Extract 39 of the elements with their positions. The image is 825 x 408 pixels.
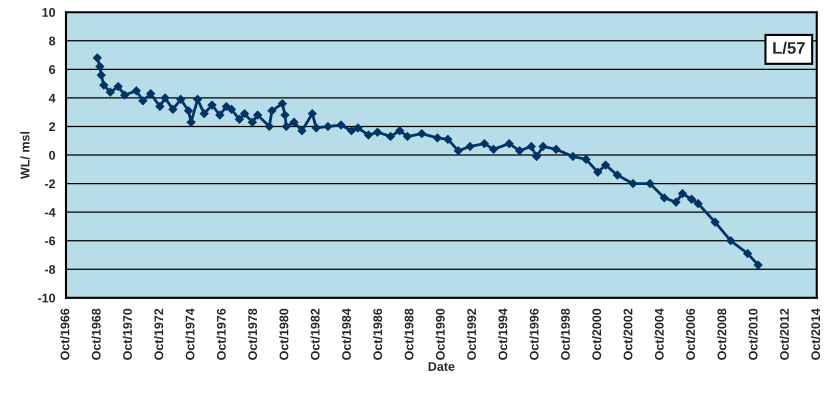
y-tick-label: 4 xyxy=(48,94,56,102)
y-tick-label: -10 xyxy=(38,294,56,302)
y-tick-label: -4 xyxy=(44,208,56,217)
y-tick-label: 8 xyxy=(49,36,56,46)
y-tick-label: 0 xyxy=(49,150,56,160)
x-tick-label: Oct/2004 xyxy=(654,308,664,360)
x-tick-label: Oct/1986 xyxy=(372,308,382,360)
x-tick-label: Oct/1980 xyxy=(279,308,288,360)
y-tick-label: -2 xyxy=(44,179,56,188)
x-tick-label: Oct/1992 xyxy=(466,308,476,360)
x-tick-label: Oct/1970 xyxy=(122,308,132,360)
x-tick-label: Oct/1988 xyxy=(404,308,414,360)
x-tick-label: Oct/1968 xyxy=(91,308,101,360)
x-tick-label: Oct/1972 xyxy=(154,308,164,360)
x-tick-label: Oct/1974 xyxy=(185,308,195,360)
x-tick-label: Oct/2000 xyxy=(592,308,602,360)
x-axis-title: Date xyxy=(428,362,454,371)
y-tick-label: 6 xyxy=(49,65,56,74)
x-tick-label: Oct/1994 xyxy=(498,308,508,360)
x-tick-label: Oct/2008 xyxy=(717,308,726,360)
x-tick-label: Oct/1990 xyxy=(436,308,445,360)
x-tick-label: Oct/1982 xyxy=(310,308,320,360)
x-tick-label: Oct/2014 xyxy=(810,308,820,360)
annotation: L/57 xyxy=(773,42,805,54)
x-tick-label: Oct/1996 xyxy=(529,308,539,360)
x-tick-label: Oct/1998 xyxy=(560,308,570,360)
y-axis-title: WL/ msl xyxy=(20,132,30,179)
x-tick-label: Oct/1978 xyxy=(248,308,258,360)
x-tick-label: Oct/2012 xyxy=(780,308,789,360)
x-tick-label: Oct/2010 xyxy=(748,308,758,360)
x-tick-label: Oct/1976 xyxy=(216,308,226,360)
y-tick-label: -6 xyxy=(44,236,56,246)
x-tick-label: Oct/2006 xyxy=(686,308,696,360)
x-tick-label: Oct/2002 xyxy=(623,308,633,360)
y-tick-label: -8 xyxy=(44,265,56,274)
y-tick-label: 2 xyxy=(49,122,56,132)
y-tick-label: 10 xyxy=(42,8,56,17)
x-tick-label: Oct/1966 xyxy=(60,308,70,360)
x-tick-label: Oct/1984 xyxy=(342,308,352,360)
